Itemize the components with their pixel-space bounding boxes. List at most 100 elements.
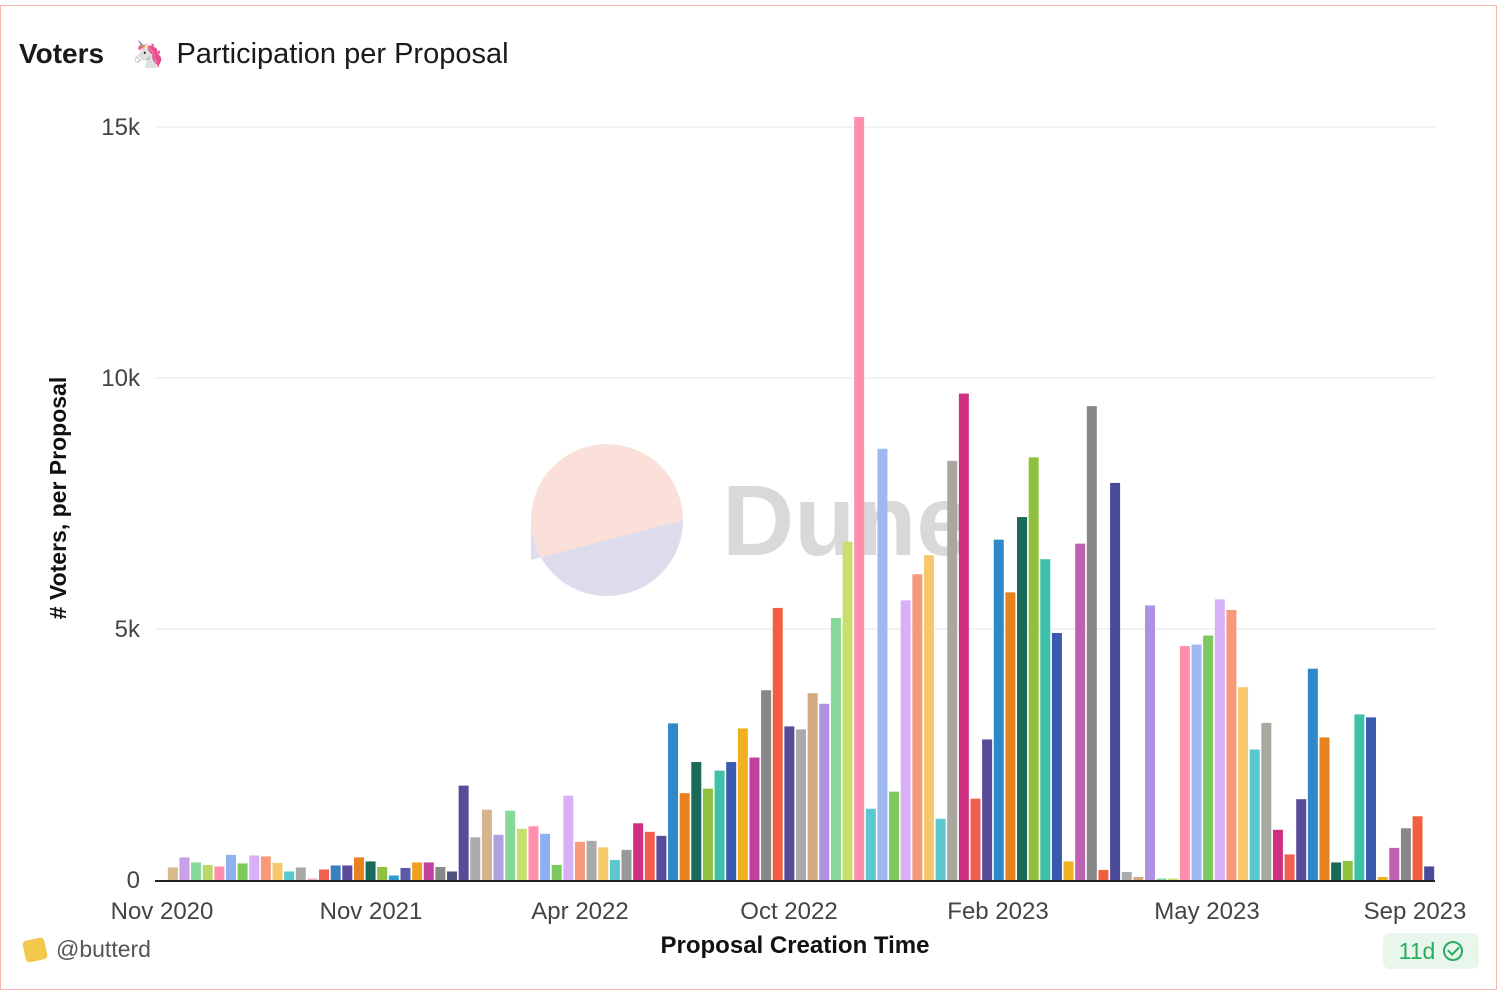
- bar: [1098, 869, 1109, 880]
- bar: [1017, 517, 1028, 880]
- author[interactable]: @butterd: [21, 936, 151, 963]
- bar: [1261, 722, 1272, 880]
- bar: [1214, 599, 1225, 880]
- bar: [621, 849, 632, 880]
- y-tick-label: 5k: [115, 616, 141, 643]
- bar: [1156, 878, 1167, 880]
- bar: [540, 833, 551, 880]
- bar: [272, 862, 283, 880]
- bar: [865, 808, 876, 880]
- bar: [1226, 609, 1237, 880]
- x-tick-label: Nov 2020: [111, 898, 214, 925]
- bar: [179, 857, 190, 880]
- y-tick-label: 10k: [101, 365, 141, 392]
- chart-title[interactable]: Participation per Proposal: [176, 37, 509, 70]
- bar: [854, 116, 865, 880]
- bar: [1331, 862, 1342, 880]
- bar: [516, 828, 527, 880]
- x-tick-label: Apr 2022: [531, 898, 628, 925]
- bar: [167, 867, 178, 880]
- bar: [726, 762, 737, 880]
- bar: [1063, 861, 1074, 880]
- bar: [249, 855, 260, 880]
- bar: [609, 859, 620, 880]
- bar: [842, 541, 853, 880]
- bar: [586, 840, 597, 880]
- x-tick-label: Oct 2022: [740, 898, 837, 925]
- bar: [1400, 828, 1411, 880]
- bar: [784, 726, 795, 880]
- bar: [1040, 559, 1051, 880]
- bar: [1179, 646, 1190, 880]
- bar: [889, 791, 900, 880]
- bar: [330, 865, 341, 880]
- bar: [1307, 668, 1318, 880]
- bar: [819, 703, 830, 880]
- query-name[interactable]: Voters: [19, 38, 105, 69]
- bar: [551, 864, 562, 880]
- bar: [702, 788, 713, 880]
- x-tick-label: May 2023: [1154, 898, 1259, 925]
- bar: [1342, 860, 1353, 880]
- bar: [1389, 847, 1400, 880]
- bar: [993, 539, 1004, 880]
- bar: [412, 862, 423, 880]
- bar: [319, 869, 330, 880]
- bar: [749, 757, 760, 880]
- bar: [214, 866, 225, 880]
- bar: [644, 831, 655, 880]
- bar: [877, 448, 888, 880]
- bar: [458, 785, 469, 880]
- bar: [528, 826, 539, 880]
- bar: [1272, 829, 1283, 880]
- bar: [342, 865, 353, 880]
- bar: [598, 847, 609, 880]
- bar: [982, 739, 993, 880]
- x-axis-title: Proposal Creation Time: [661, 932, 930, 959]
- bar: [923, 555, 934, 880]
- refresh-badge[interactable]: 11d: [1383, 933, 1479, 969]
- bar: [481, 809, 492, 880]
- bar: [1412, 816, 1423, 880]
- bar: [493, 834, 504, 880]
- bar: [1051, 633, 1062, 880]
- bar: [714, 770, 725, 880]
- bar: [1075, 543, 1086, 880]
- bar: [807, 693, 818, 880]
- watermark-logo-bottom: [531, 520, 683, 596]
- x-tick-label: Feb 2023: [947, 898, 1048, 925]
- author-name: @butterd: [56, 936, 151, 962]
- bar: [284, 871, 295, 880]
- bar: [295, 867, 306, 880]
- y-tick-label: 0: [127, 867, 140, 894]
- bar: [633, 823, 644, 880]
- bar: [679, 793, 690, 880]
- bar: [1028, 457, 1039, 880]
- bar: [912, 574, 923, 880]
- bar: [947, 460, 958, 880]
- y-axis-title: # Voters, per Proposal: [45, 377, 71, 619]
- bar: [1238, 687, 1249, 880]
- user-avatar-icon: [21, 936, 49, 963]
- bar: [365, 861, 376, 880]
- unicorn-icon: 🦄: [132, 38, 165, 69]
- bar: [1284, 854, 1295, 880]
- bar: [423, 862, 434, 880]
- bar: [1354, 714, 1365, 880]
- bar: [225, 854, 236, 880]
- bar: [668, 723, 679, 880]
- bar: [691, 762, 702, 880]
- x-tick-label: Nov 2021: [320, 898, 423, 925]
- bar: [435, 866, 446, 880]
- bar: [307, 878, 318, 880]
- bar: [970, 798, 981, 880]
- y-tick-label: 15k: [101, 114, 141, 141]
- bar: [377, 866, 388, 880]
- bar: [353, 857, 364, 880]
- bar: [1121, 871, 1132, 880]
- refresh-age: 11d: [1398, 937, 1436, 964]
- bar: [1203, 635, 1214, 880]
- bar: [958, 393, 969, 880]
- bar: [260, 856, 271, 880]
- bar: [737, 728, 748, 880]
